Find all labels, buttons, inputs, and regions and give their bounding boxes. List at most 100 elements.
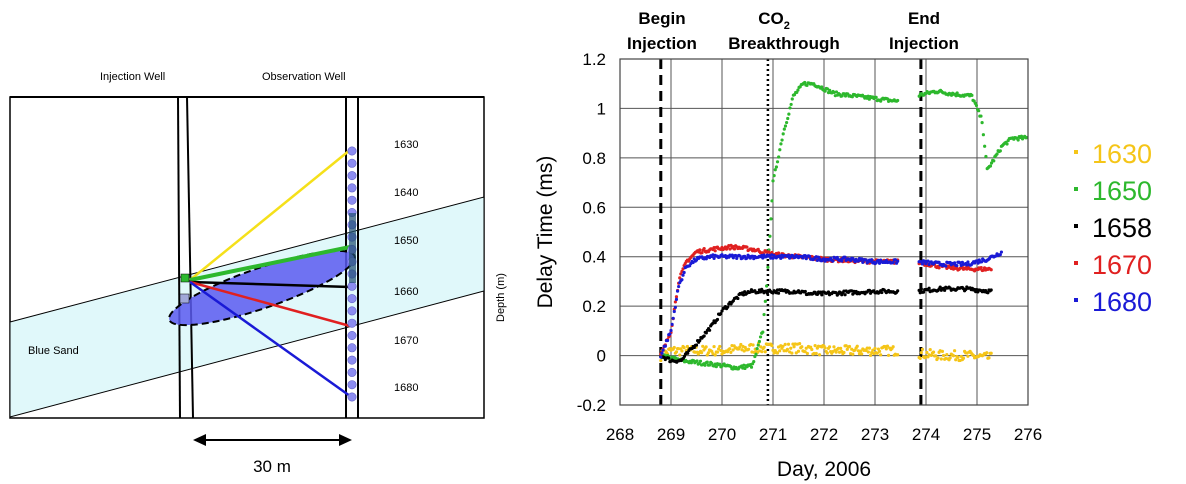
series-1680-point <box>831 259 835 263</box>
series-1680-point <box>712 256 716 261</box>
series-1658-point <box>921 290 926 294</box>
series-1650-point <box>771 179 775 183</box>
legend-entry-1658: 1658 <box>1074 213 1152 243</box>
plot-area-border <box>619 58 1029 406</box>
series-1650-point <box>785 120 789 125</box>
series-1650-point <box>790 97 794 101</box>
series-1630-point <box>842 350 846 355</box>
series-1630-point <box>966 354 970 358</box>
series-1658-point <box>704 331 708 335</box>
series-1658-point <box>686 351 690 355</box>
series-1658-point <box>667 356 671 360</box>
series-1630-point <box>674 350 679 354</box>
series-1650-point <box>770 199 774 203</box>
series-1650-point <box>787 112 791 116</box>
series-1680-point <box>966 260 970 264</box>
receiver-marker <box>347 355 357 365</box>
y-tick-label: 0.2 <box>582 297 606 316</box>
depth-label-1640: 1640 <box>394 187 418 199</box>
x-tick-labels: 268 269 270 271 272 273 274 275 276 <box>606 425 1042 444</box>
series-1630-point <box>868 353 873 357</box>
series-1630-point <box>939 357 943 361</box>
series-1680-point <box>659 355 663 359</box>
series-1650-point <box>707 363 712 367</box>
observation-well-label: Observation Well <box>262 71 346 83</box>
series-1680-point <box>666 338 670 343</box>
y-tick-label: 0.4 <box>582 248 606 267</box>
series-1650-point <box>805 83 809 88</box>
series-1630-point <box>770 343 774 348</box>
series-1658-point <box>843 293 847 297</box>
series-1680-point <box>861 260 865 264</box>
series-1650-point <box>981 133 985 137</box>
series-1650-point <box>670 355 674 359</box>
series-1680-point <box>660 351 664 355</box>
series-1650-point <box>820 85 824 89</box>
receiver-marker <box>347 318 357 328</box>
series-1650-point <box>775 160 780 164</box>
series-1630-point <box>936 356 940 360</box>
series-1630-point <box>713 353 717 357</box>
series-1650-point <box>989 161 994 165</box>
receiver-marker <box>347 380 357 390</box>
series-1650-point <box>689 361 694 365</box>
series-1670-point <box>732 247 737 251</box>
series-1670-point <box>702 247 706 251</box>
ray-path-1630 <box>189 149 351 281</box>
series-1630-point <box>814 351 818 356</box>
series-1630-point <box>704 345 708 349</box>
series-1650-point <box>698 359 703 363</box>
series-1630-point <box>798 342 802 346</box>
series-1658-point <box>715 317 720 322</box>
series-1650-point <box>756 343 760 347</box>
series-1680-point <box>953 261 957 265</box>
series-1658-point <box>743 290 747 294</box>
series-1630-point <box>700 351 704 355</box>
series-1658-point <box>736 296 740 301</box>
y-tick-label: 1 <box>597 99 606 118</box>
legend-marker-1658 <box>1074 224 1078 228</box>
series-1680-point <box>677 284 681 289</box>
series-1630-point <box>775 351 780 355</box>
series-1630-point <box>934 354 938 358</box>
series-1630-point <box>887 353 891 357</box>
series-1630-point <box>812 351 816 356</box>
series-1630-point <box>953 349 957 353</box>
y-tick-labels: -0.2 0 0.2 0.4 0.6 0.8 1 1.2 <box>577 50 606 415</box>
series-1650-point <box>714 365 718 369</box>
injection-source-marker-lower <box>179 293 190 304</box>
crosswell-diagram: Blue Sand Injection Well Observation Wel… <box>9 71 507 476</box>
series-1650-point <box>1016 138 1020 142</box>
series-1630-point <box>783 342 787 346</box>
series-1630-point <box>918 356 922 360</box>
series-1630-point <box>985 351 989 355</box>
series-1680-point <box>738 254 742 258</box>
ray-path-1658 <box>189 280 351 289</box>
series-1630-point <box>762 345 766 349</box>
series-1630-point <box>763 350 767 354</box>
series-1680-point <box>896 259 900 263</box>
series-1630-point <box>941 353 946 358</box>
series-1658-point <box>943 288 947 292</box>
series-1650-point <box>974 103 979 108</box>
series-1658-point <box>726 305 730 309</box>
series-1650-point <box>703 363 707 367</box>
series-1630-point <box>928 348 932 352</box>
end-injection-label-line1: End <box>908 9 940 28</box>
series-1630-point <box>680 349 684 353</box>
series-1630-point <box>845 347 849 351</box>
series-1630-point <box>940 349 945 353</box>
series-1650-point <box>970 93 974 97</box>
series-1680-point <box>807 254 812 258</box>
series-1650-point <box>779 142 783 146</box>
series-1630-point <box>956 355 960 360</box>
series-1680-point <box>815 258 819 263</box>
series-1650-point <box>763 299 767 303</box>
series-1680-point <box>674 297 679 301</box>
series-1650-point <box>998 149 1002 153</box>
receiver-marker <box>347 330 357 340</box>
series-1630-point <box>839 346 843 351</box>
series-1658-point <box>880 290 884 295</box>
series-1650-point <box>765 284 769 288</box>
series-1630-point <box>800 345 804 349</box>
